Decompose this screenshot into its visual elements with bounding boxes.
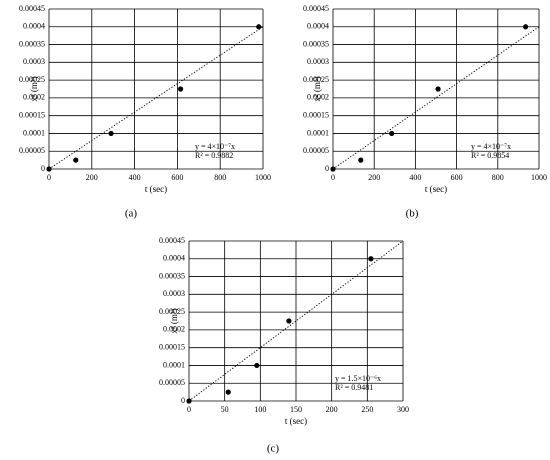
y-tick-label: 0.0004 (23, 22, 45, 31)
point (254, 362, 260, 369)
x-tick-label: 100 (254, 405, 266, 414)
y-tick-label: 0.0001 (163, 360, 185, 369)
x-tick-label: 0 (331, 173, 335, 182)
x-tick-label: 0 (47, 173, 51, 182)
x-tick-label: 50 (221, 405, 229, 414)
point (46, 166, 52, 172)
trendline (48, 26, 264, 170)
point (389, 130, 395, 137)
panel-label: (b) (406, 208, 419, 220)
y-axis-label: x² (m²) (312, 76, 322, 101)
point (225, 389, 231, 395)
y-tick-label: 0.0004 (163, 254, 185, 263)
point (435, 86, 441, 92)
annotation: R² = 0.9481 (335, 383, 373, 392)
x-tick-label: 400 (129, 173, 141, 182)
x-tick-label: 600 (451, 173, 463, 182)
y-tick-label: 0.00025 (303, 75, 329, 84)
point (523, 24, 529, 30)
y-tick-label: 0.0002 (163, 325, 185, 334)
x-axis-label: t (sec) (425, 184, 447, 194)
y-axis-label: x² (m²) (29, 76, 39, 101)
x-axis-label: t (sec) (145, 184, 167, 194)
point (108, 130, 114, 137)
y-tick-label: 0.00045 (303, 4, 329, 13)
point (186, 398, 192, 404)
y-tick-label: 0.00005 (159, 378, 185, 387)
y-tick-label: 0.00015 (19, 110, 45, 119)
y-tick-label: 0.00035 (159, 271, 185, 280)
annotation: R² = 0.9882 (195, 151, 233, 160)
annotation: y = 1.5×10⁻⁶x (335, 374, 381, 383)
x-tick-label: 400 (409, 173, 421, 182)
x-tick-label: 1000 (531, 173, 547, 182)
annotation: R² = 0.9854 (471, 151, 509, 160)
annotation: y = 4×10⁻⁷x (471, 142, 511, 151)
x-tick-label: 800 (492, 173, 504, 182)
y-tick-label: 0.0002 (23, 93, 45, 102)
point (73, 157, 79, 163)
annotation: y = 4×10⁻⁷x (195, 142, 235, 151)
y-tick-label: 0 (41, 164, 45, 173)
point (368, 256, 374, 262)
x-tick-label: 300 (397, 405, 409, 414)
y-tick-label: 0.00005 (19, 146, 45, 155)
y-tick-label: 0.00025 (159, 307, 185, 316)
y-tick-label: 0.00045 (159, 236, 185, 245)
x-tick-label: 600 (171, 173, 183, 182)
point (330, 166, 336, 172)
x-tick-label: 200 (326, 405, 338, 414)
y-tick-label: 0.0001 (307, 128, 329, 137)
panel-label: (a) (125, 208, 138, 220)
y-tick-label: 0.0002 (307, 93, 329, 102)
y-tick-label: 0.00035 (19, 39, 45, 48)
trendline (188, 240, 404, 402)
y-tick-label: 0.00035 (303, 39, 329, 48)
y-tick-label: 0.0004 (307, 22, 329, 31)
x-axis-label: t (sec) (285, 416, 307, 426)
point (286, 318, 292, 324)
y-tick-label: 0.0003 (307, 57, 329, 66)
point (358, 157, 364, 163)
point (256, 24, 262, 30)
y-tick-label: 0.00025 (19, 75, 45, 84)
panel-label: (c) (267, 443, 280, 455)
y-tick-label: 0.00045 (19, 4, 45, 13)
y-tick-label: 0.0003 (163, 289, 185, 298)
point (178, 86, 184, 92)
x-tick-label: 200 (86, 173, 98, 182)
y-tick-label: 0.00015 (303, 110, 329, 119)
y-tick-label: 0.00015 (159, 342, 185, 351)
y-tick-label: 0.0001 (23, 128, 45, 137)
y-tick-label: 0.00005 (303, 146, 329, 155)
y-axis-label: x² (m²) (169, 308, 179, 333)
x-tick-label: 0 (187, 405, 191, 414)
y-tick-label: 0 (181, 396, 185, 405)
x-tick-label: 1000 (255, 173, 271, 182)
y-tick-label: 0 (325, 164, 329, 173)
x-tick-label: 250 (361, 405, 373, 414)
x-tick-label: 200 (368, 173, 380, 182)
y-tick-label: 0.0003 (23, 57, 45, 66)
x-tick-label: 150 (290, 405, 302, 414)
x-tick-label: 800 (214, 173, 226, 182)
